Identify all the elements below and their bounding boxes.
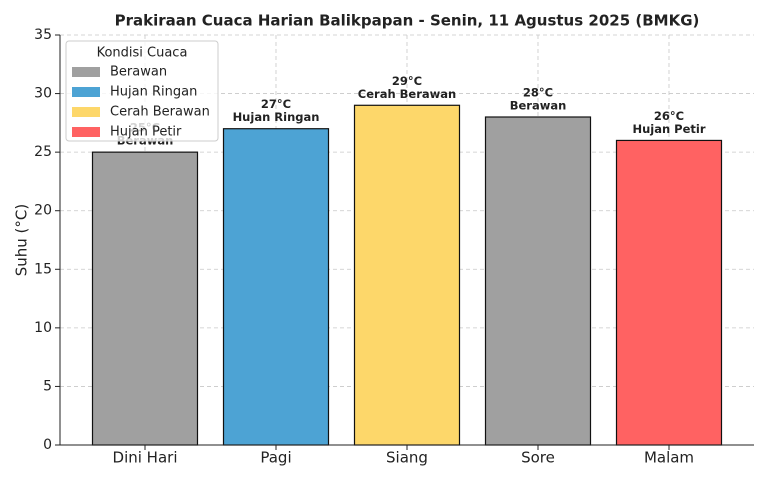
legend-swatch bbox=[72, 67, 100, 77]
legend-label: Hujan Ringan bbox=[110, 85, 197, 100]
chart-title: Prakiraan Cuaca Harian Balikpapan - Seni… bbox=[115, 12, 700, 30]
value-label: 27°C bbox=[261, 97, 291, 111]
y-tick-label: 20 bbox=[34, 203, 52, 219]
legend-swatch bbox=[72, 127, 100, 137]
bar bbox=[222, 128, 330, 446]
bar bbox=[353, 104, 461, 446]
value-label: 28°C bbox=[523, 86, 553, 100]
y-tick-label: 25 bbox=[34, 144, 52, 160]
x-tick-label: Siang bbox=[386, 449, 428, 467]
condition-label: Hujan Petir bbox=[632, 122, 705, 136]
x-tick-label: Pagi bbox=[260, 449, 291, 467]
y-tick-label: 5 bbox=[43, 378, 52, 394]
x-tick-label: Dini Hari bbox=[113, 449, 178, 467]
x-tick-label: Sore bbox=[521, 449, 555, 467]
y-tick-label: 30 bbox=[34, 86, 52, 102]
legend-swatch bbox=[72, 87, 100, 97]
y-tick-label: 35 bbox=[34, 27, 52, 43]
legend-label: Berawan bbox=[110, 65, 167, 80]
legend-label: Cerah Berawan bbox=[110, 105, 210, 120]
legend-title: Kondisi Cuaca bbox=[97, 46, 188, 61]
value-label: 29°C bbox=[392, 74, 422, 88]
condition-label: Cerah Berawan bbox=[358, 87, 456, 101]
legend-label: Hujan Petir bbox=[110, 125, 182, 140]
condition-label: Berawan bbox=[510, 99, 567, 113]
legend-swatch bbox=[72, 107, 100, 117]
bar bbox=[484, 116, 592, 446]
y-tick-label: 15 bbox=[34, 261, 52, 277]
bar bbox=[91, 151, 199, 446]
bar bbox=[615, 139, 723, 446]
x-tick-label: Malam bbox=[644, 449, 694, 467]
y-axis-label: Suhu (°C) bbox=[13, 204, 31, 277]
legend-box bbox=[65, 40, 219, 142]
legend: Kondisi Cuaca Berawan Hujan Ringan Cerah Be… bbox=[65, 40, 219, 142]
condition-label: Hujan Ringan bbox=[233, 110, 320, 124]
y-tick-label: 0 bbox=[43, 437, 52, 453]
y-tick-label: 10 bbox=[34, 320, 52, 336]
value-label: 26°C bbox=[654, 109, 684, 123]
